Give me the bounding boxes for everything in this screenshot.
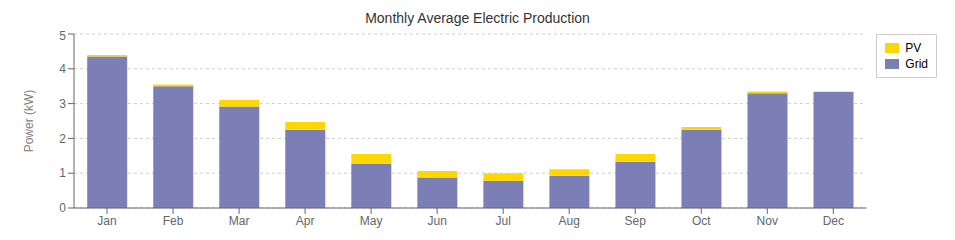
html-text:Monthly Average Electric Produ: Monthly Average Electric Production	[365, 10, 590, 26]
svg-text:Nov: Nov	[757, 214, 778, 228]
svg-text:Jul: Jul	[496, 214, 511, 228]
svg-text:Feb: Feb	[163, 214, 184, 228]
svg-text:Apr: Apr	[296, 214, 315, 228]
svg-text:Sep: Sep	[625, 214, 647, 228]
svg-text:3: 3	[59, 97, 66, 111]
svg-text:Mar: Mar	[229, 214, 250, 228]
svg-text:2: 2	[59, 132, 66, 146]
html-text:PV: PV	[905, 41, 922, 55]
svg-text:Power (kW): Power (kW)	[22, 90, 36, 153]
svg-text:Dec: Dec	[823, 214, 844, 228]
svg-text:Aug: Aug	[559, 214, 580, 228]
svg-text:Jun: Jun	[427, 214, 446, 228]
html-text:Grid: Grid	[905, 57, 928, 71]
svg-text:Jan: Jan	[97, 214, 116, 228]
svg-text:4: 4	[59, 62, 66, 76]
svg-text:Oct: Oct	[692, 214, 711, 228]
svg-text:0: 0	[59, 201, 66, 215]
svg-text:1: 1	[59, 166, 66, 180]
svg-text:5: 5	[59, 29, 66, 43]
svg-text:May: May	[360, 214, 383, 228]
